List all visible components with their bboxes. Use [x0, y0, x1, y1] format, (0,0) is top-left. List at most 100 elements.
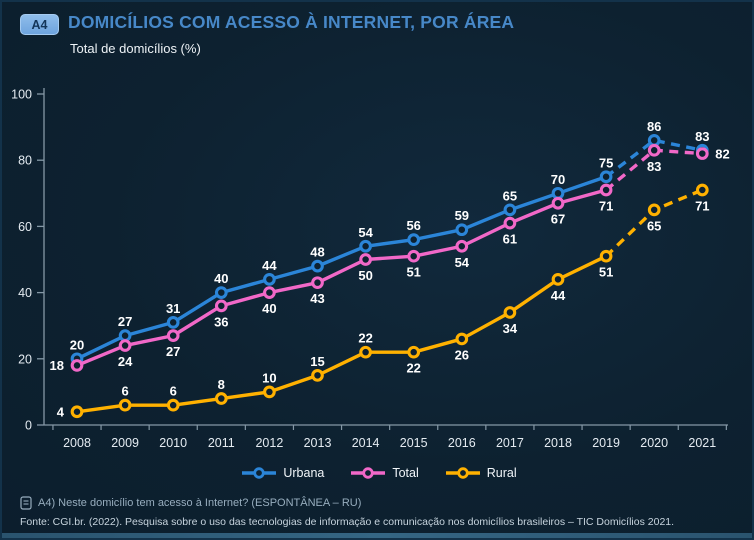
series-total: 18 24 27 36 40 43 50 51 54 61 67 71 83 82: [50, 143, 730, 373]
data-label: 18: [50, 358, 64, 373]
legend-item-total: Total: [350, 466, 419, 480]
data-label: 51: [406, 265, 420, 280]
data-point-marker: [263, 273, 276, 286]
y-tick-label: 100: [11, 88, 32, 102]
y-tick-label: 60: [18, 220, 32, 234]
data-point-marker: [695, 147, 709, 160]
chart-title: DOMICÍLIOS COM ACESSO À INTERNET, POR ÁR…: [68, 12, 515, 32]
data-label: 31: [166, 301, 180, 316]
series-rural: 4 6 6 8 10 15 22 22 26 34 44 51 65 71: [57, 183, 710, 419]
legend-label-urbana: Urbana: [283, 466, 325, 480]
data-point-marker: [311, 276, 324, 290]
data-point-marker: [263, 385, 276, 399]
data-point-marker: [311, 369, 324, 382]
data-point-marker: [407, 249, 421, 263]
data-point-marker: [407, 345, 421, 359]
survey-question-row: A4) Neste domicílio tem acesso à Interne…: [20, 496, 740, 510]
data-label: 44: [262, 258, 277, 273]
data-label: 83: [695, 129, 709, 144]
data-point-marker: [551, 273, 565, 286]
chart-legend: Urbana Total Rural: [2, 461, 752, 485]
data-label: 54: [358, 225, 373, 240]
x-tick-label: 2018: [544, 436, 572, 450]
data-label: 71: [599, 198, 613, 213]
data-point-marker: [166, 398, 180, 412]
data-point-marker: [359, 239, 372, 253]
y-tick-label: 20: [18, 352, 32, 366]
data-label: 67: [551, 212, 565, 227]
data-point-marker: [695, 183, 709, 197]
data-label: 83: [647, 159, 661, 174]
data-point-marker: [551, 196, 565, 210]
data-point-marker: [70, 359, 84, 372]
chart-subtitle: Total de domicílios (%): [70, 41, 201, 56]
data-label: 59: [455, 208, 469, 223]
data-label: 34: [503, 321, 518, 336]
data-label: 56: [406, 218, 420, 233]
legend-label-rural: Rural: [486, 466, 517, 480]
data-point-marker: [118, 398, 132, 412]
y-tick-label: 80: [18, 154, 32, 168]
data-label: 27: [118, 314, 132, 329]
x-tick-label: 2017: [496, 436, 524, 450]
data-label: 27: [166, 344, 180, 359]
urbana-line-marker-icon: [242, 467, 277, 479]
data-label: 50: [358, 268, 372, 283]
data-point-marker: [311, 259, 324, 273]
data-label: 22: [358, 331, 372, 346]
data-point-marker: [214, 392, 228, 405]
data-point-marker: [503, 216, 517, 230]
chart-footer: A4) Neste domicílio tem acesso à Interne…: [20, 496, 740, 528]
data-label: 86: [647, 119, 661, 134]
data-point-marker: [118, 339, 132, 352]
data-label: 40: [214, 271, 228, 286]
data-point-marker: [166, 329, 180, 342]
legend-item-rural: Rural: [445, 466, 517, 480]
rural-line-marker-icon: [445, 467, 480, 479]
x-tick-label: 2011: [208, 436, 235, 450]
data-point-marker: [455, 223, 469, 237]
x-tick-label: 2010: [159, 436, 187, 450]
y-tick-label: 40: [18, 286, 32, 300]
data-point-marker: [599, 170, 613, 184]
x-tick-label: 2020: [640, 436, 668, 450]
data-point-marker: [503, 306, 517, 319]
data-label: 26: [455, 347, 469, 362]
data-label: 71: [695, 198, 709, 213]
data-label: 54: [455, 255, 470, 270]
bottom-accent-bar: [2, 533, 752, 538]
data-point-marker: [407, 233, 421, 246]
x-tick-label: 2016: [448, 436, 476, 450]
data-point-marker: [599, 183, 613, 197]
question-code-badge: A4: [20, 14, 59, 35]
data-point-marker: [551, 186, 565, 200]
data-point-marker: [455, 332, 469, 346]
data-label: 44: [551, 288, 566, 303]
data-label: 6: [170, 384, 177, 399]
data-label: 75: [599, 155, 613, 170]
data-label: 20: [70, 337, 84, 352]
data-point-marker: [647, 143, 661, 157]
data-label: 15: [310, 354, 324, 369]
x-tick-label: 2015: [400, 436, 428, 450]
data-label: 22: [406, 361, 420, 376]
data-point-marker: [263, 286, 276, 299]
x-tick-label: 2021: [688, 436, 716, 450]
data-point-marker: [359, 253, 372, 266]
series-urbana: 20 27 31 40 44 48 54 56 59 65 70 75 86 83: [70, 119, 710, 366]
x-tick-label: 2009: [111, 436, 139, 450]
data-point-marker: [214, 299, 228, 313]
y-tick-label: 0: [25, 419, 32, 433]
data-point-marker: [455, 239, 469, 253]
x-tick-label: 2012: [255, 436, 283, 450]
data-point-marker: [166, 316, 180, 329]
total-line-marker-icon: [351, 467, 386, 479]
data-label: 61: [503, 232, 517, 247]
x-tick-label: 2019: [592, 436, 620, 450]
data-point-marker: [118, 329, 132, 342]
data-label: 65: [647, 218, 661, 233]
survey-question: A4) Neste domicílio tem acesso à Interne…: [38, 497, 362, 509]
